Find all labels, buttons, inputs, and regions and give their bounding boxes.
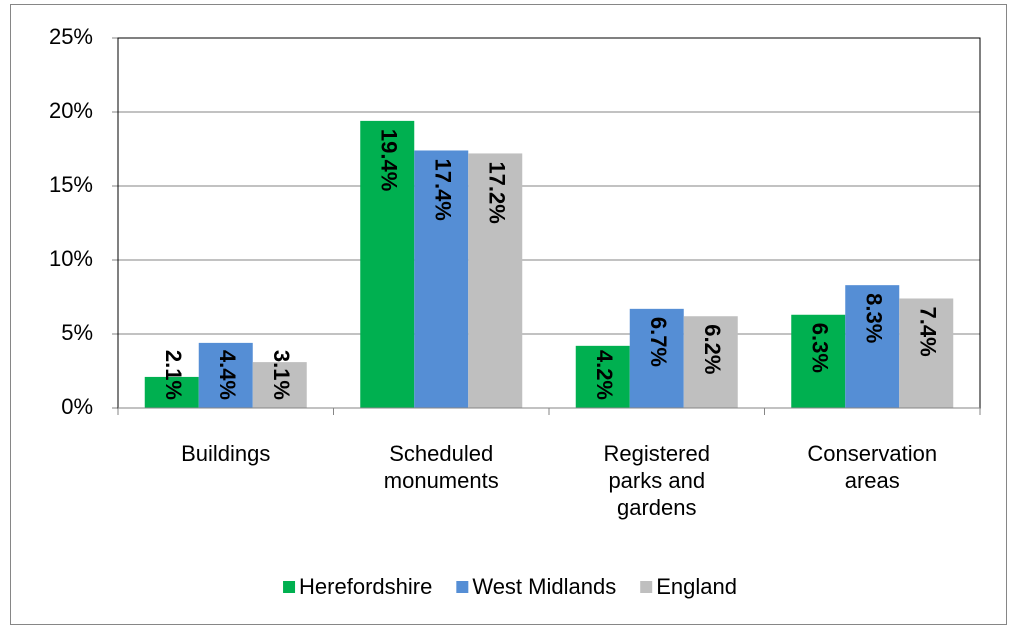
value-label: 2.1%	[161, 350, 186, 400]
legend-swatch	[640, 581, 653, 593]
legend-label: Herefordshire	[299, 574, 432, 599]
bar	[252, 362, 307, 408]
bar	[629, 308, 684, 408]
x-tick-label: parks and	[608, 468, 705, 493]
x-tick-label: areas	[845, 468, 900, 493]
legend-swatch	[456, 581, 469, 593]
value-label: 6.3%	[807, 323, 832, 373]
y-tick-label: 20%	[49, 98, 93, 123]
legend-label: England	[656, 574, 737, 599]
value-label: 6.7%	[646, 317, 671, 367]
bar	[791, 314, 846, 408]
value-label: 17.2%	[484, 161, 509, 223]
bar	[468, 153, 523, 408]
y-tick-label: 15%	[49, 172, 93, 197]
legend-label: West Midlands	[472, 574, 616, 599]
bar	[144, 376, 199, 408]
x-tick-label: Scheduled	[389, 441, 493, 466]
bar	[575, 345, 630, 408]
x-tick-label: Conservation	[807, 441, 937, 466]
value-label: 3.1%	[269, 350, 294, 400]
bar	[360, 120, 415, 408]
chart-border	[10, 4, 1007, 625]
bar	[899, 298, 954, 408]
bar	[414, 150, 469, 409]
value-label: 6.2%	[700, 324, 725, 374]
value-label: 19.4%	[376, 129, 401, 191]
value-label: 4.2%	[592, 350, 617, 400]
bar	[845, 285, 900, 408]
x-tick-label: monuments	[384, 468, 499, 493]
y-tick-label: 10%	[49, 246, 93, 271]
legend-swatch	[283, 581, 296, 593]
bar	[683, 316, 738, 408]
x-tick-label: Registered	[604, 441, 710, 466]
y-tick-label: 0%	[61, 394, 93, 419]
value-label: 17.4%	[430, 158, 455, 220]
value-label: 4.4%	[215, 350, 240, 400]
x-tick-label: gardens	[617, 495, 697, 520]
bar	[198, 342, 253, 408]
value-label: 8.3%	[861, 293, 886, 343]
x-tick-label: Buildings	[181, 441, 270, 466]
value-label: 7.4%	[915, 306, 940, 356]
y-tick-label: 25%	[49, 24, 93, 49]
y-tick-label: 5%	[61, 320, 93, 345]
